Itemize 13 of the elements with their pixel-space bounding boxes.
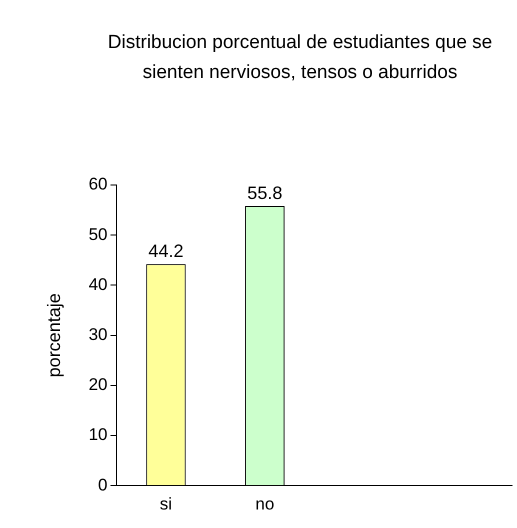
y-tick-label: 50 xyxy=(88,224,108,244)
data-label: 44.2 xyxy=(148,241,184,262)
y-tick-label: 30 xyxy=(88,324,108,344)
y-tick-label: 40 xyxy=(88,274,108,294)
y-axis-title: porcentaje xyxy=(44,293,64,378)
y-tick-label: 0 xyxy=(98,475,108,494)
chart-title: Distribucion porcentual de estudiantes que se sienten nerviosos, tensos o aburridos xyxy=(106,31,494,85)
data-label: 55.8 xyxy=(247,183,282,204)
y-tick-label: 10 xyxy=(88,425,108,444)
y-tick-label: 20 xyxy=(88,375,108,394)
x-tick-label: no xyxy=(255,494,274,514)
y-tick-label: 60 xyxy=(88,174,108,194)
x-tick-label: si xyxy=(160,494,172,514)
